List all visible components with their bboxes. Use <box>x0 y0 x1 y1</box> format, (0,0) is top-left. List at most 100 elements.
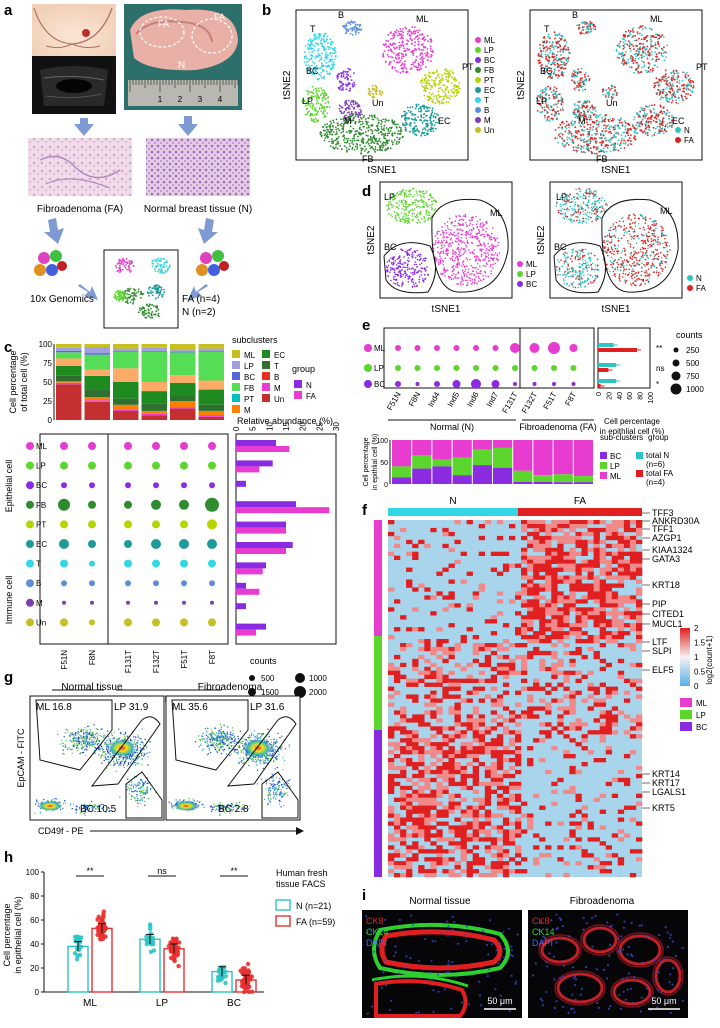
tsne-point <box>676 72 678 74</box>
tsne-point <box>410 279 412 281</box>
tsne-point <box>649 130 651 132</box>
tsne-point <box>574 109 576 111</box>
tsne-point <box>663 46 665 48</box>
tsne-point <box>596 114 598 116</box>
tsne-point <box>467 231 469 233</box>
mini-point <box>158 309 160 311</box>
tsne-point <box>402 283 404 285</box>
tsne-point <box>689 90 691 92</box>
tsne-point <box>588 139 590 141</box>
tsne-point <box>611 88 613 90</box>
tsne-point <box>632 29 634 31</box>
tsne-point <box>623 48 625 50</box>
tsne-point <box>415 269 417 271</box>
tsne-point <box>320 40 322 42</box>
tsne-point <box>686 72 688 74</box>
tsne-point <box>545 56 547 58</box>
tsne-point <box>635 58 637 60</box>
tsne-point <box>465 280 467 282</box>
tsne-point <box>454 86 456 88</box>
tsne-point <box>398 262 400 264</box>
tsne-point <box>616 92 618 94</box>
tsne-point <box>556 34 558 36</box>
tsne-point <box>487 252 489 254</box>
tsne-point <box>388 64 390 66</box>
tsne-point <box>350 33 352 35</box>
tsne-point <box>452 259 454 261</box>
tsne-point <box>693 85 695 87</box>
breast-illustration <box>32 4 116 56</box>
tsne-point <box>337 148 339 150</box>
tsne-point <box>588 28 590 30</box>
tsne-point <box>655 34 657 36</box>
tsne-point <box>633 45 635 47</box>
tsne-point <box>432 52 434 54</box>
tsne-point <box>636 68 638 70</box>
tsne-point <box>422 278 424 280</box>
tsne-point <box>671 102 673 104</box>
cell-cluster-icon-left <box>34 250 67 276</box>
tsne-point <box>681 94 683 96</box>
tsne-point <box>602 91 604 93</box>
tsne-point <box>326 58 328 60</box>
tsne-point <box>341 148 343 150</box>
tsne-point <box>440 248 442 250</box>
tsne-point <box>473 253 475 255</box>
tsne-point <box>329 72 331 74</box>
tsne-point <box>456 92 458 94</box>
tsne-point <box>394 139 396 141</box>
tsne-point <box>607 119 609 121</box>
tsne-point <box>419 29 421 31</box>
tsne-point <box>429 205 431 207</box>
tsne-point <box>310 43 312 45</box>
tsne-point <box>672 85 674 87</box>
tsne-point <box>368 151 370 153</box>
mini-point <box>167 270 169 272</box>
tsne-point <box>333 48 335 50</box>
tsne-point <box>669 83 671 85</box>
tsne-point <box>679 80 681 82</box>
tsne-point <box>456 283 458 285</box>
tsne-point <box>652 36 654 38</box>
tsne-point <box>459 220 461 222</box>
tsne-point <box>353 143 355 145</box>
tsne-point <box>318 90 320 92</box>
tsne-point <box>408 215 410 217</box>
tsne-point <box>560 67 562 69</box>
mini-point <box>129 263 131 265</box>
tsne-point <box>567 139 569 141</box>
tsne-point <box>403 267 405 269</box>
tsne-point <box>455 274 457 276</box>
tsne-point <box>404 196 406 198</box>
tsne-point <box>610 138 612 140</box>
tsne-point <box>393 205 395 207</box>
tsne-point <box>571 134 573 136</box>
tsne-point <box>407 33 409 35</box>
mini-point <box>119 295 121 297</box>
tsne-point <box>377 149 379 151</box>
tsne-point <box>333 121 335 123</box>
tsne-point <box>672 100 674 102</box>
tsne-point <box>393 257 395 259</box>
tsne-point <box>435 102 437 104</box>
tsne-point <box>651 45 653 47</box>
tsne-point <box>649 52 651 54</box>
tsne-point <box>392 268 394 270</box>
tsne-point <box>540 93 542 95</box>
tsne-point <box>634 132 636 134</box>
tsne-point <box>565 145 567 147</box>
tsne-point <box>425 46 427 48</box>
tsne-point <box>327 66 329 68</box>
tsne-point <box>395 56 397 58</box>
tsne-point <box>553 98 555 100</box>
tsne-point <box>384 50 386 52</box>
tsne-point <box>362 123 364 125</box>
tsne-point <box>651 71 653 73</box>
mini-point <box>158 289 160 291</box>
tsne-point <box>398 52 400 54</box>
tsne-point <box>387 143 389 145</box>
tsne-point <box>346 147 348 149</box>
tsne-point <box>427 95 429 97</box>
tsne-point <box>407 250 409 252</box>
tsne-point <box>416 250 418 252</box>
